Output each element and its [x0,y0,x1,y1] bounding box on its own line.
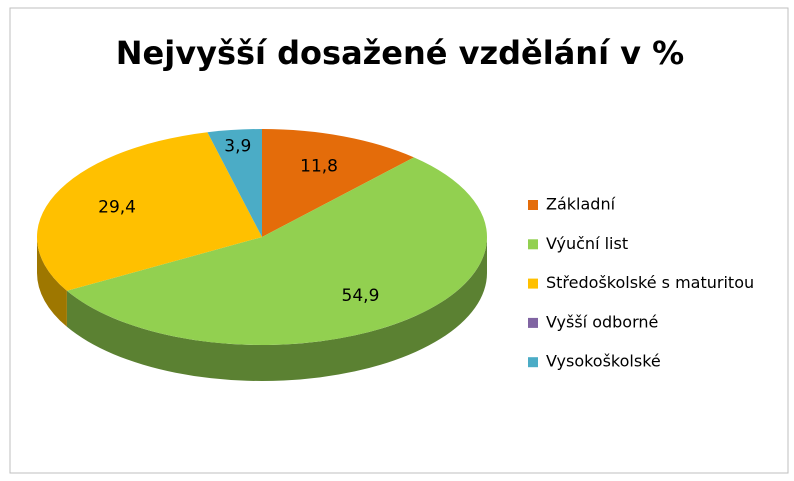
slice [262,129,414,237]
chart-title: Nejvyšší dosažené vzdělání v % [116,34,684,72]
slice [207,129,262,237]
slice [66,157,487,345]
legend-swatch [528,317,538,328]
data-label: 11,8 [300,157,338,177]
data-label: 29,4 [98,197,136,217]
legend-label: Základní [546,195,616,214]
legend-label: Vyšší odborné [546,312,658,331]
legend-label: Středoškolské s maturitou [546,273,754,292]
data-label: 3,9 [224,137,251,157]
legend-swatch [528,200,538,210]
legend-label: Vysokoškolské [546,352,661,371]
legend-swatch [528,357,538,368]
legend-label: Výuční list [546,234,628,253]
data-label: 54,9 [342,286,380,306]
slice [37,132,262,291]
legend-swatch [528,278,538,289]
slice-side [37,237,67,327]
slice-side [66,237,488,381]
legend-swatch [528,239,538,250]
